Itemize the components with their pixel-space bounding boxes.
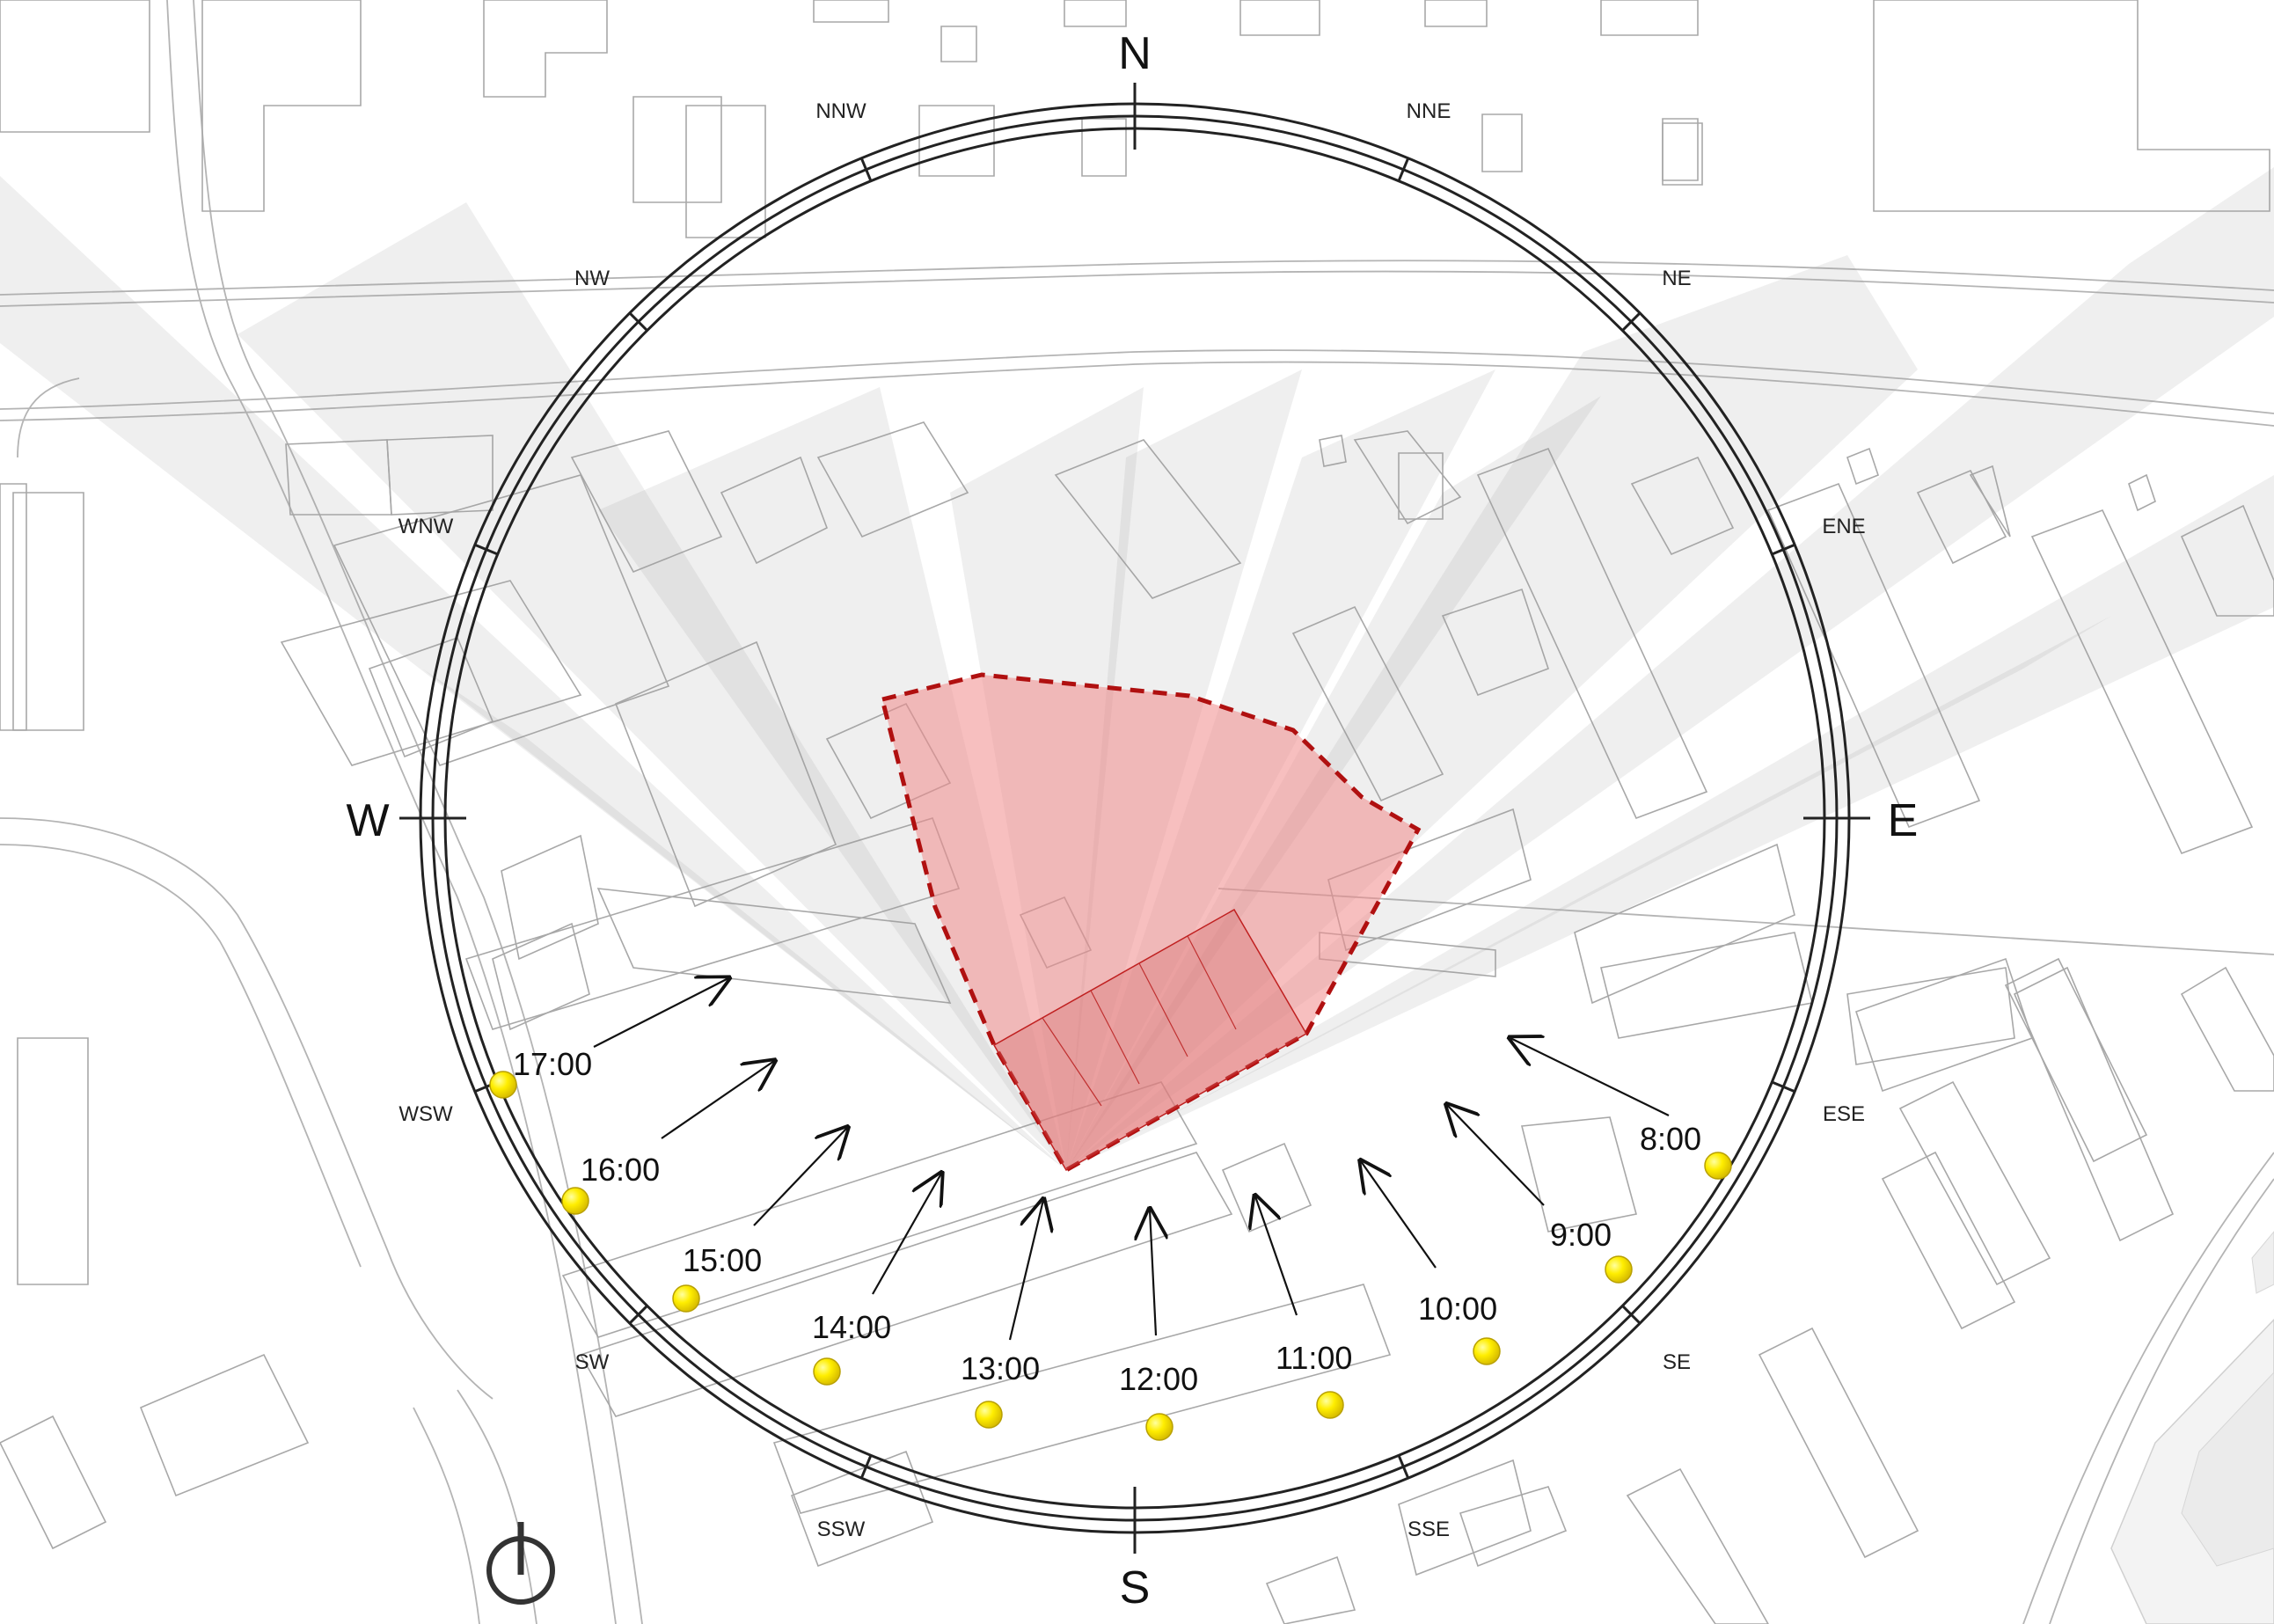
compass-tick (474, 543, 499, 556)
compass-tick (1771, 543, 1795, 556)
time-label-1100: 11:00 (1276, 1340, 1352, 1376)
compass-se-label: SE (1663, 1350, 1691, 1374)
sun-marker-1700 (489, 1071, 517, 1099)
sun-marker-800 (1704, 1152, 1732, 1180)
sun-marker-1600 (561, 1187, 589, 1215)
compass-sw-label: SW (575, 1350, 610, 1374)
compass-nw-label: NW (574, 267, 610, 290)
sun-positions (489, 1071, 1732, 1441)
existing-building (992, 908, 1308, 1172)
ray-9 (1447, 1105, 1545, 1206)
compass-tick (1397, 157, 1410, 182)
compass-nnw-label: NNW (815, 99, 866, 123)
compass-ene-label: ENE (1822, 515, 1865, 538)
compass-north-label: N (1118, 28, 1152, 79)
compass-tick (1621, 311, 1642, 332)
time-label-1300: 13:00 (961, 1350, 1040, 1386)
compass-tick (859, 1454, 873, 1479)
time-label-1400: 14:00 (812, 1309, 891, 1345)
compass-ne-label: NE (1662, 267, 1691, 290)
compass-south-label: S (1120, 1562, 1151, 1613)
time-label-900: 9:00 (1550, 1217, 1612, 1253)
compass-east-label: E (1888, 795, 1919, 846)
ray-12 (1150, 1210, 1156, 1336)
north-arrow-icon (486, 1522, 555, 1605)
compass-tick (1397, 1454, 1410, 1479)
existing-building-units (1042, 935, 1237, 1107)
sun-marker-1400 (813, 1357, 841, 1386)
sun-marker-1100 (1316, 1391, 1344, 1419)
compass-ese-label: ESE (1823, 1102, 1865, 1126)
ray-11 (1255, 1196, 1298, 1316)
time-label-1000: 10:00 (1418, 1291, 1497, 1327)
ray-13 (1008, 1200, 1043, 1341)
intercardinal-labels: NNW NNE NW NE WNW ENE WSW ESE SW SE SSW … (398, 99, 1866, 1541)
sun-marker-900 (1605, 1255, 1633, 1284)
sun-marker-1300 (975, 1401, 1003, 1429)
time-label-1700: 17:00 (513, 1046, 592, 1082)
compass-tick (628, 1305, 648, 1325)
time-label-1200: 12:00 (1119, 1361, 1198, 1397)
sun-rays (593, 978, 1670, 1341)
ray-17 (593, 978, 728, 1048)
time-label-1600: 16:00 (581, 1152, 660, 1188)
compass-ssw-label: SSW (817, 1518, 866, 1541)
compass-tick (628, 311, 648, 332)
sun-marker-1500 (672, 1284, 700, 1313)
sun-marker-1000 (1473, 1337, 1501, 1365)
compass-west-label: W (346, 795, 389, 846)
time-label-1500: 15:00 (683, 1242, 762, 1278)
compass-tick (859, 157, 873, 182)
compass-wsw-label: WSW (398, 1102, 453, 1126)
compass-wnw-label: WNW (398, 515, 454, 538)
site (879, 672, 1422, 1174)
time-label-800: 8:00 (1640, 1121, 1701, 1157)
rendered-building (2110, 1231, 2274, 1624)
ray-14 (872, 1174, 941, 1295)
ray-8 (1510, 1038, 1670, 1116)
ray-16 (661, 1061, 774, 1139)
time-labels: 17:00 16:00 15:00 14:00 13:00 12:00 11:0… (513, 1046, 1701, 1397)
ray-15 (753, 1128, 847, 1226)
compass-tick (1621, 1305, 1642, 1325)
compass-ticks (399, 83, 1870, 1554)
compass-sse-label: SSE (1408, 1518, 1450, 1541)
compass-nne-label: NNE (1407, 99, 1451, 123)
sun-marker-1200 (1145, 1413, 1174, 1441)
compass-tick (1771, 1080, 1795, 1094)
ray-10 (1361, 1161, 1437, 1269)
